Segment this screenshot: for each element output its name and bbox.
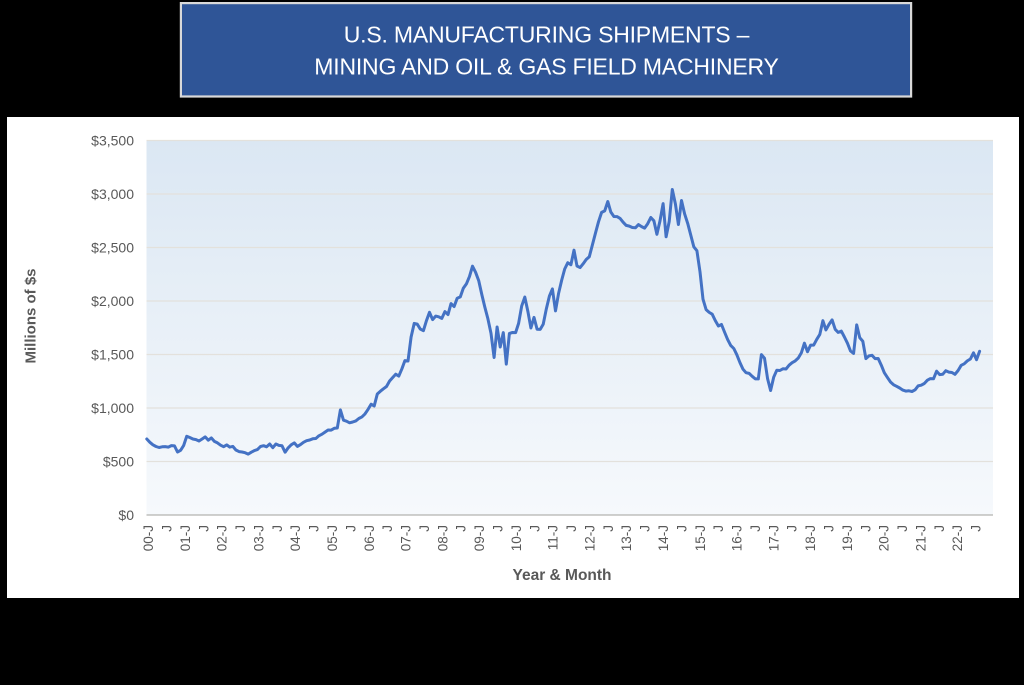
svg-text:17-J: 17-J [766, 525, 781, 551]
svg-text:J: J [564, 525, 579, 532]
svg-text:J: J [417, 525, 432, 532]
svg-text:00-J: 00-J [141, 525, 156, 551]
svg-text:J: J [343, 525, 358, 532]
svg-text:J: J [380, 525, 395, 532]
svg-text:20-J: 20-J [877, 525, 892, 551]
svg-text:Year & Month: Year & Month [512, 567, 611, 584]
svg-text:07-J: 07-J [399, 525, 414, 551]
svg-text:02-J: 02-J [215, 525, 230, 551]
svg-text:J: J [527, 525, 542, 532]
svg-text:J: J [711, 525, 726, 532]
svg-text:MINING AND OIL & GAS FIELD MAC: MINING AND OIL & GAS FIELD MACHINERY [314, 54, 778, 80]
svg-text:J: J [233, 525, 248, 532]
svg-text:15-J: 15-J [693, 525, 708, 551]
svg-text:$1,500: $1,500 [91, 347, 134, 363]
svg-text:Millions of $s: Millions of $s [23, 268, 40, 363]
svg-text:$2,500: $2,500 [91, 240, 134, 256]
svg-text:04-J: 04-J [288, 525, 303, 551]
svg-text:$0: $0 [118, 507, 134, 523]
svg-text:$1,000: $1,000 [91, 400, 134, 416]
svg-text:J: J [454, 525, 469, 532]
svg-text:J: J [674, 525, 689, 532]
svg-text:05-J: 05-J [325, 525, 340, 551]
svg-text:J: J [932, 525, 947, 532]
svg-text:$3,000: $3,000 [91, 186, 134, 202]
svg-text:J: J [160, 525, 175, 532]
svg-text:$3,500: $3,500 [91, 133, 134, 149]
svg-text:21-J: 21-J [913, 525, 928, 551]
svg-text:J: J [895, 525, 910, 532]
svg-text:13-J: 13-J [619, 525, 634, 551]
svg-text:J: J [785, 525, 800, 532]
svg-text:06-J: 06-J [362, 525, 377, 551]
svg-text:J: J [858, 525, 873, 532]
svg-text:08-J: 08-J [435, 525, 450, 551]
svg-text:11-J: 11-J [546, 525, 561, 550]
svg-text:19-J: 19-J [840, 525, 855, 551]
svg-text:U.S. MANUFACTURING SHIPMENTS –: U.S. MANUFACTURING SHIPMENTS – [344, 22, 750, 48]
svg-text:14-J: 14-J [656, 525, 671, 551]
svg-text:09-J: 09-J [472, 525, 487, 551]
svg-text:$500: $500 [103, 454, 134, 470]
svg-text:J: J [638, 525, 653, 532]
svg-text:J: J [270, 525, 285, 532]
svg-text:03-J: 03-J [251, 525, 266, 551]
svg-text:J: J [196, 525, 211, 532]
svg-text:J: J [307, 525, 322, 532]
svg-text:J: J [491, 525, 506, 532]
svg-text:$2,000: $2,000 [91, 293, 134, 309]
svg-text:J: J [822, 525, 837, 532]
svg-text:01-J: 01-J [178, 525, 193, 551]
svg-text:16-J: 16-J [730, 525, 745, 551]
svg-text:18-J: 18-J [803, 525, 818, 551]
svg-text:22-J: 22-J [950, 525, 965, 551]
svg-text:12-J: 12-J [582, 525, 597, 551]
svg-text:10-J: 10-J [509, 525, 524, 551]
svg-text:J: J [748, 525, 763, 532]
svg-text:J: J [601, 525, 616, 532]
svg-text:J: J [969, 525, 984, 532]
